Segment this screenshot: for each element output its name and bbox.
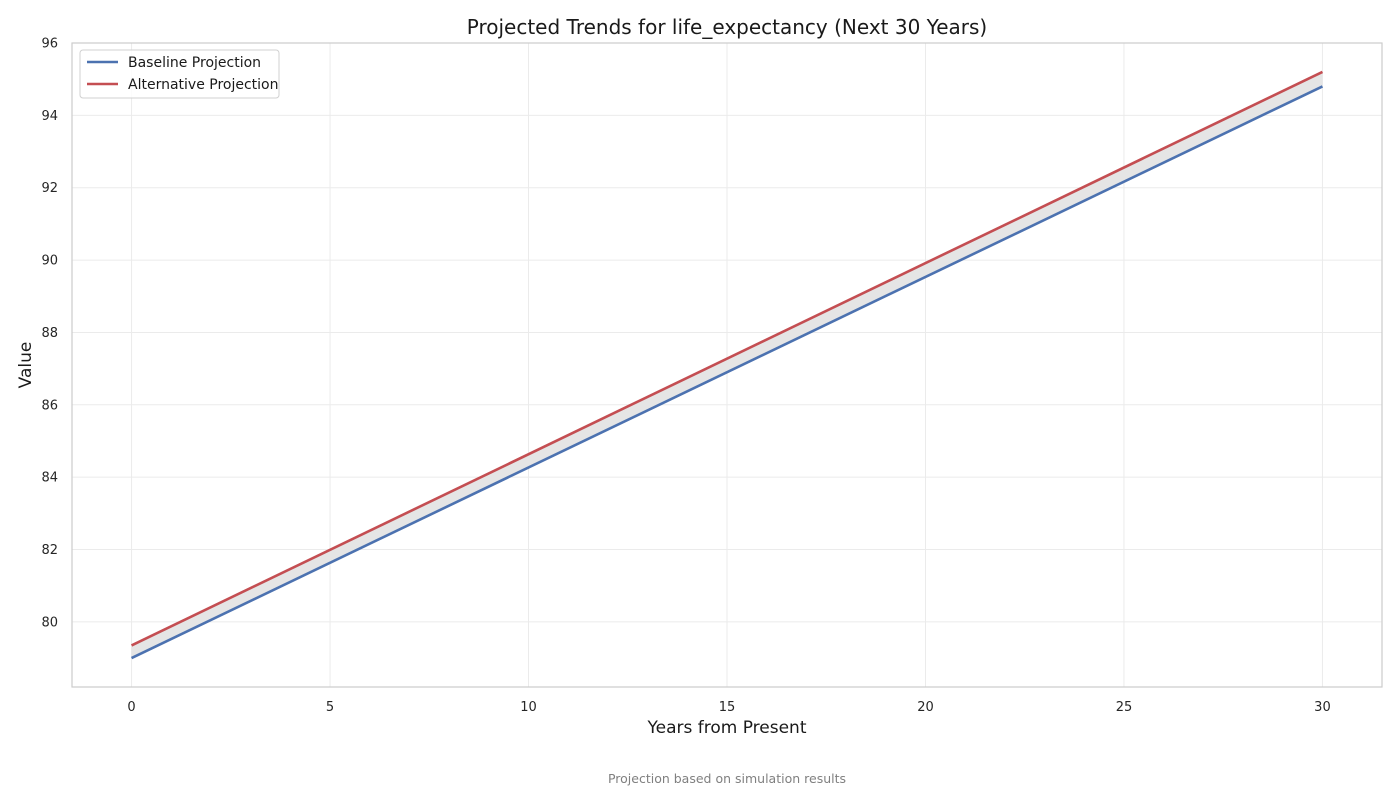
legend: Baseline Projection Alternative Projecti… (79, 49, 280, 99)
x-tick-label: 15 (719, 700, 736, 715)
y-tick-label: 84 (41, 471, 58, 486)
chart-title: Projected Trends for life_expectancy (Ne… (467, 15, 988, 39)
y-tick-label: 90 (41, 254, 58, 269)
x-tick-label: 20 (917, 700, 934, 715)
series-lines (130, 70, 1324, 660)
x-axis-label: Years from Present (646, 718, 806, 738)
y-tick-label: 94 (41, 109, 58, 124)
y-tick-label: 92 (41, 181, 58, 196)
legend-label-baseline: Baseline Projection (128, 55, 261, 71)
x-tick-label: 5 (326, 700, 334, 715)
y-tick-label: 80 (41, 615, 58, 630)
x-tick-label: 0 (127, 700, 135, 715)
y-tick-label: 82 (41, 543, 58, 558)
fill-between-band (131, 71, 1323, 659)
y-tick-label: 96 (41, 37, 58, 52)
x-tick-label: 25 (1116, 700, 1133, 715)
x-tick-label: 30 (1314, 700, 1331, 715)
y-axis-label: Value (16, 342, 36, 389)
series-line-alternative (130, 70, 1324, 647)
footnote: Projection based on simulation results (608, 771, 846, 786)
y-tick-label: 88 (41, 326, 58, 341)
legend-box (79, 49, 280, 99)
x-axis-ticks: 0 5 10 15 20 25 30 (127, 700, 1330, 715)
y-tick-label: 86 (41, 398, 58, 413)
grid (72, 42, 1382, 687)
fill-between-area (131, 71, 1323, 659)
y-axis-ticks: 80 82 84 86 88 90 92 94 96 (41, 37, 58, 631)
x-tick-label: 10 (520, 700, 537, 715)
series-line-baseline (130, 85, 1324, 660)
plot-frame (71, 42, 1383, 688)
legend-label-alternative: Alternative Projection (128, 77, 279, 93)
